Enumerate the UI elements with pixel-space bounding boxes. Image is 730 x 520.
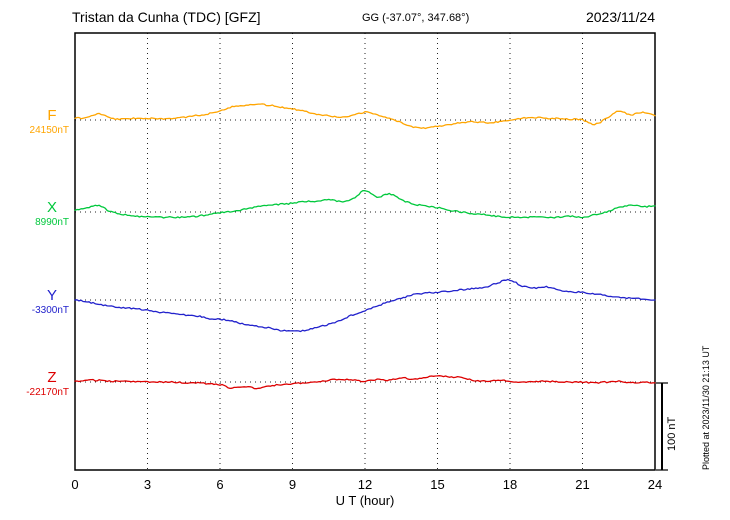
x-tick-label: 21 xyxy=(575,477,590,492)
channel-label-x: X xyxy=(46,199,57,216)
geographic-coordinates: GG (-37.07°, 347.68°) xyxy=(362,12,470,24)
trace-x xyxy=(74,189,656,219)
channel-label-f: F xyxy=(47,107,57,124)
trace-y xyxy=(74,278,656,333)
plot-date: 2023/11/24 xyxy=(585,9,655,25)
channel-label-y: Y xyxy=(46,287,57,304)
x-axis-label: U T (hour) xyxy=(335,493,395,508)
x-tick-label: 24 xyxy=(647,477,663,492)
x-tick-label: 18 xyxy=(502,477,518,492)
x-tick-label: 15 xyxy=(430,477,445,492)
x-tick-label: 12 xyxy=(357,477,373,492)
x-tick-label: 6 xyxy=(216,477,224,492)
channel-baseline-f: 24150nT xyxy=(29,125,69,136)
x-tick-label: 0 xyxy=(71,477,79,492)
trace-z xyxy=(74,375,656,390)
station-title: Tristan da Cunha (TDC) [GFZ] xyxy=(72,9,261,25)
channel-baseline-z: -22170nT xyxy=(26,387,69,398)
x-tick-label: 3 xyxy=(143,477,152,492)
scale-bar-label: 100 nT xyxy=(666,416,678,451)
trace-f xyxy=(74,103,656,130)
channel-label-z: Z xyxy=(47,369,57,386)
channel-baseline-x: 8990nT xyxy=(35,217,69,228)
x-tick-label: 9 xyxy=(288,477,297,492)
plotted-at-note: Plotted at 2023/11/30 21:13 UT xyxy=(701,345,711,470)
channel-baseline-y: -3300nT xyxy=(31,305,69,316)
